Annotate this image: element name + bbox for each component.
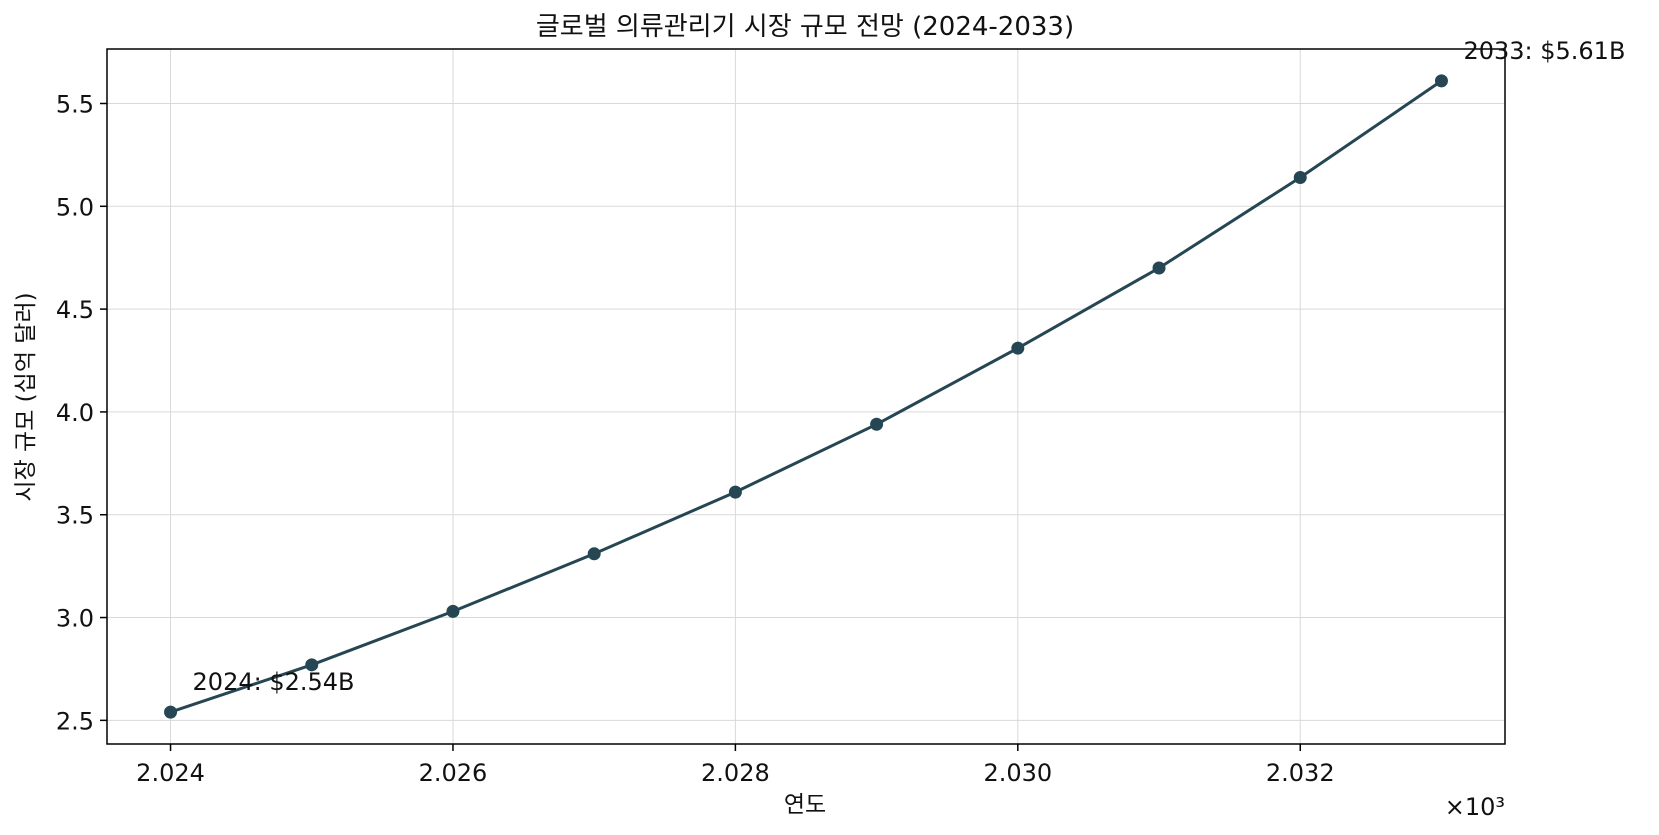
x-tick-label: 2.026 [419, 759, 488, 787]
y-tick-label: 4.5 [56, 296, 94, 324]
y-tick-label: 2.5 [56, 707, 94, 735]
x-axis-label: 연도 [784, 792, 826, 818]
annotations: 2024: $2.54B 2033: $5.61B [193, 37, 1626, 696]
y-tick-label: 5.5 [56, 90, 94, 118]
data-point [1011, 341, 1025, 355]
chart-title: 글로벌 의류관리기 시장 규모 전망 (2024-2033) [536, 12, 1074, 42]
data-point [587, 547, 601, 561]
grid-lines [107, 49, 1505, 744]
x-axis-offset-label: ×10³ [1445, 793, 1505, 821]
x-tick-label: 2.032 [1266, 759, 1335, 787]
data-point [1293, 171, 1307, 185]
data-point [446, 604, 460, 618]
series-line [170, 79, 1443, 714]
data-point [1434, 74, 1448, 88]
data-point [728, 485, 742, 499]
data-annotation: 2024: $2.54B [193, 668, 355, 696]
x-axis: 2.024 2.026 2.028 2.030 2.032 [136, 744, 1335, 787]
plot-frame [106, 48, 1506, 745]
x-tick-label: 2.024 [136, 759, 205, 787]
x-tick-label: 2.028 [701, 759, 770, 787]
data-point [164, 705, 178, 719]
y-axis-label: 시장 규모 (십억 달러) [13, 292, 39, 501]
data-point [870, 417, 884, 431]
data-point [1152, 261, 1166, 275]
y-tick-label: 3.0 [56, 605, 94, 633]
x-tick-label: 2.030 [983, 759, 1052, 787]
y-tick-label: 4.0 [56, 399, 94, 427]
y-tick-label: 5.0 [56, 193, 94, 221]
data-point [305, 658, 319, 672]
y-tick-label: 3.5 [56, 502, 94, 530]
data-points [164, 74, 1448, 719]
data-annotation: 2033: $5.61B [1463, 37, 1625, 65]
y-axis: 2.5 3.0 3.5 4.0 4.5 5.0 5.5 [56, 90, 107, 735]
